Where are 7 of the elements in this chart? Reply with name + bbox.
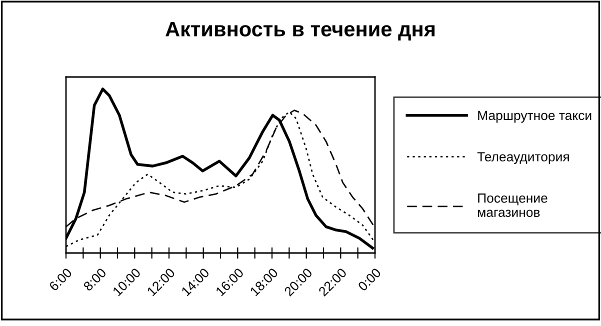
chart-title: Активность в течение дня <box>166 22 435 40</box>
legend-label: Телеаудитория <box>477 152 569 164</box>
legend-label: Посещение магазинов <box>478 194 548 217</box>
x-tick-label: 6:00 <box>48 268 72 292</box>
x-tick-label: 0:00 <box>357 268 382 292</box>
x-tick-label: 8:00 <box>82 268 107 292</box>
legend-label: Маршрутное такси <box>478 110 592 123</box>
